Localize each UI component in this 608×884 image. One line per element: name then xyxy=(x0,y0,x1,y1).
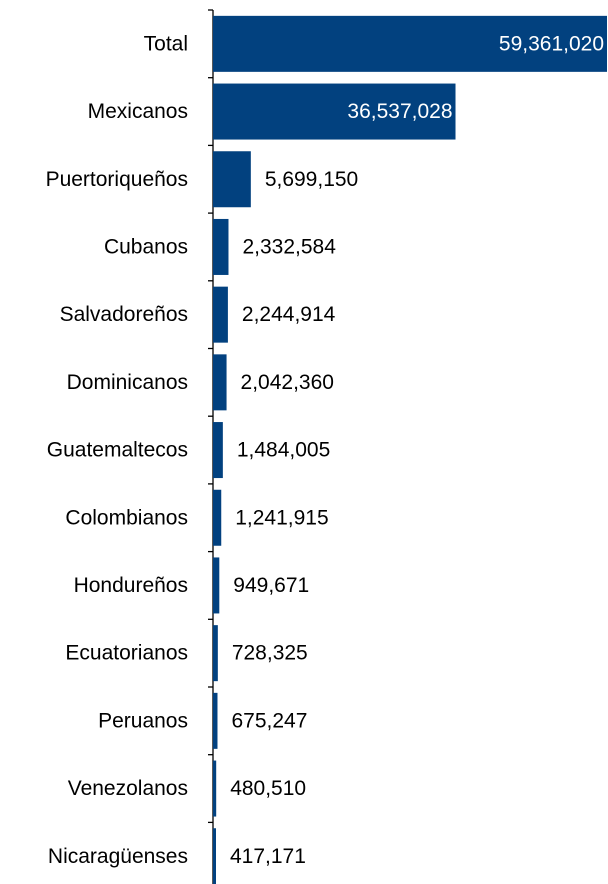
category-label-9: Ecuatorianos xyxy=(65,642,188,665)
bar-8 xyxy=(213,557,220,614)
bar-3 xyxy=(213,218,229,275)
bar-11 xyxy=(213,760,217,817)
value-label-0: 59,361,020 xyxy=(499,32,604,55)
category-label-3: Cubanos xyxy=(104,235,188,258)
bar-4 xyxy=(213,286,228,343)
value-label-3: 2,332,584 xyxy=(242,235,336,258)
value-label-12: 417,171 xyxy=(230,845,306,868)
bar-1 xyxy=(213,83,456,140)
value-label-10: 675,247 xyxy=(231,709,307,732)
value-label-8: 949,671 xyxy=(233,574,309,597)
value-label-1: 36,537,028 xyxy=(347,100,452,123)
bar-0 xyxy=(213,15,607,72)
bar-10 xyxy=(213,692,218,749)
category-label-8: Hondureños xyxy=(74,574,188,597)
category-label-7: Colombianos xyxy=(65,506,188,529)
value-label-7: 1,241,915 xyxy=(235,506,328,529)
category-label-10: Peruanos xyxy=(98,709,188,732)
category-label-0: Total xyxy=(144,32,188,55)
category-label-5: Dominicanos xyxy=(67,371,188,394)
bar-6 xyxy=(213,422,223,479)
category-label-12: Nicaragüenses xyxy=(48,845,188,868)
value-label-5: 2,042,360 xyxy=(241,371,334,394)
bar-9 xyxy=(213,625,218,682)
category-label-6: Guatemaltecos xyxy=(47,439,188,462)
value-label-6: 1,484,005 xyxy=(237,439,330,462)
category-label-11: Venezolanos xyxy=(68,777,188,800)
bar-7 xyxy=(213,489,222,546)
value-label-2: 5,699,150 xyxy=(265,168,358,191)
value-label-4: 2,244,914 xyxy=(242,303,336,326)
category-label-1: Mexicanos xyxy=(88,100,188,123)
bar-2 xyxy=(213,151,251,208)
value-label-9: 728,325 xyxy=(232,642,308,665)
value-label-11: 480,510 xyxy=(230,777,306,800)
category-label-2: Puertoriqueños xyxy=(46,168,188,191)
bar-5 xyxy=(213,354,227,411)
bar-12 xyxy=(213,828,216,884)
category-label-4: Salvadoreños xyxy=(60,303,188,326)
